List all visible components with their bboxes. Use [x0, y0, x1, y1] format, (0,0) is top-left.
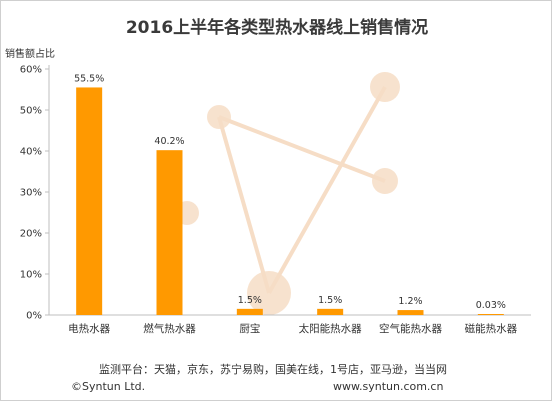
watermark-line — [267, 86, 387, 294]
y-axis: 0% 10% 20% 30% 40% 50% 60% — [20, 65, 50, 322]
bar-0 — [76, 87, 103, 315]
data-label-3: 1.5% — [318, 295, 342, 306]
bar-4 — [397, 310, 424, 315]
y-tick-label: 50% — [20, 106, 42, 117]
y-tick-label: 30% — [20, 188, 42, 199]
data-label-1: 40.2% — [154, 136, 184, 147]
y-tick-label: 60% — [20, 65, 42, 76]
y-tick-label: 0% — [26, 311, 42, 322]
y-tick-label: 20% — [20, 229, 42, 240]
x-tick-label-1: 燃气热水器 — [143, 322, 196, 335]
data-label-4: 1.2% — [398, 296, 422, 307]
chart-title: 2016上半年各类型热水器线上销售情况 — [125, 18, 429, 38]
bar-1 — [156, 150, 183, 315]
x-tick-label-3: 太阳能热水器 — [299, 322, 362, 335]
watermark-logo — [175, 72, 400, 315]
bar-3 — [317, 308, 344, 315]
website-link[interactable]: www.syntun.com.cn — [333, 380, 444, 393]
data-label-5: 0.03% — [476, 300, 506, 311]
data-label-2: 1.5% — [238, 295, 262, 306]
copyright-note: ©Syntun Ltd. — [71, 380, 146, 393]
bar-5 — [477, 314, 504, 315]
y-tick-label: 10% — [20, 270, 42, 281]
x-tick-label-0: 电热水器 — [68, 322, 110, 335]
watermark-line — [218, 115, 386, 183]
watermark-node — [370, 72, 400, 102]
bar-2 — [236, 308, 263, 315]
watermark-node — [372, 168, 398, 194]
data-label-0: 55.5% — [74, 73, 104, 84]
watermark-node — [207, 105, 231, 129]
x-tick-label-4: 空气能热水器 — [379, 322, 442, 335]
x-tick-label-2: 厨宝 — [239, 322, 260, 335]
y-axis-label: 销售额占比 — [5, 49, 55, 60]
y-tick-label: 40% — [20, 147, 42, 158]
data-sources-note: 监测平台：天猫，京东，苏宁易购，国美在线，1号店，亚马逊，当当网 — [99, 363, 447, 376]
watermark-line — [217, 116, 271, 294]
x-tick-label-5: 磁能热水器 — [465, 322, 518, 335]
bars: 55.5% 电热水器 40.2% 燃气热水器 1.5% 厨宝 1.5% 太阳能热水器 1.2% 空… — [68, 73, 517, 335]
watermark-node — [247, 271, 291, 315]
